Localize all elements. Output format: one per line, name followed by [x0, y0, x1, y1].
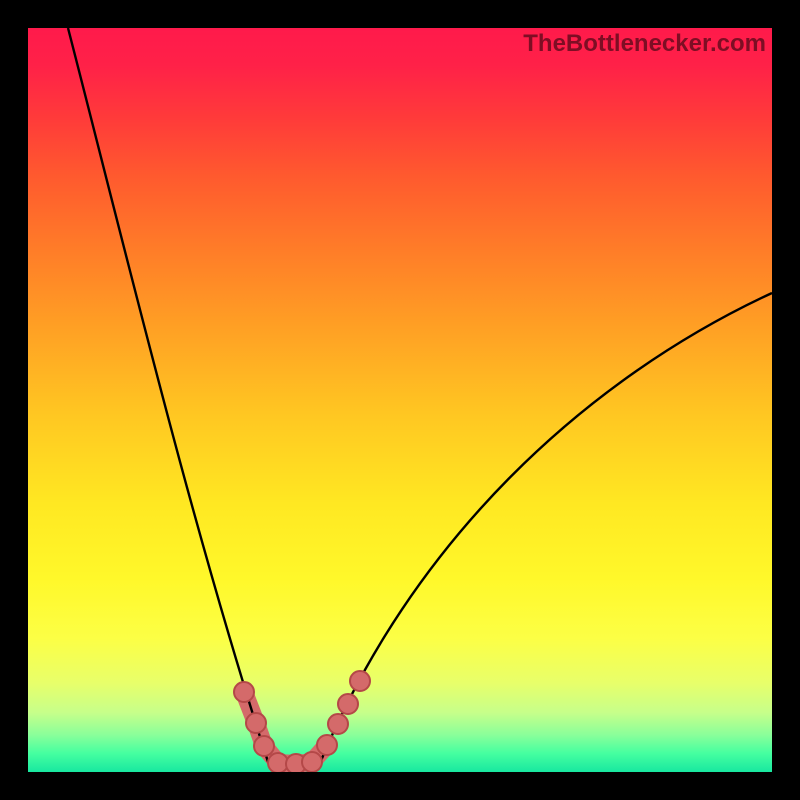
right-curve — [318, 293, 772, 768]
bead-dot — [317, 735, 337, 755]
bead-dot — [338, 694, 358, 714]
bead-dot — [268, 753, 288, 772]
bead-dot — [246, 713, 266, 733]
left-curve — [68, 28, 270, 768]
bead-dot — [302, 752, 322, 772]
bead-dot — [254, 736, 274, 756]
plot-area: TheBottlenecker.com — [28, 28, 772, 772]
bead-dot — [350, 671, 370, 691]
bead-dot — [328, 714, 348, 734]
watermark: TheBottlenecker.com — [523, 30, 766, 58]
frame: TheBottlenecker.com — [0, 0, 800, 800]
bead-dot — [234, 682, 254, 702]
curves-layer — [28, 28, 772, 772]
bead-dots-group — [234, 671, 370, 772]
